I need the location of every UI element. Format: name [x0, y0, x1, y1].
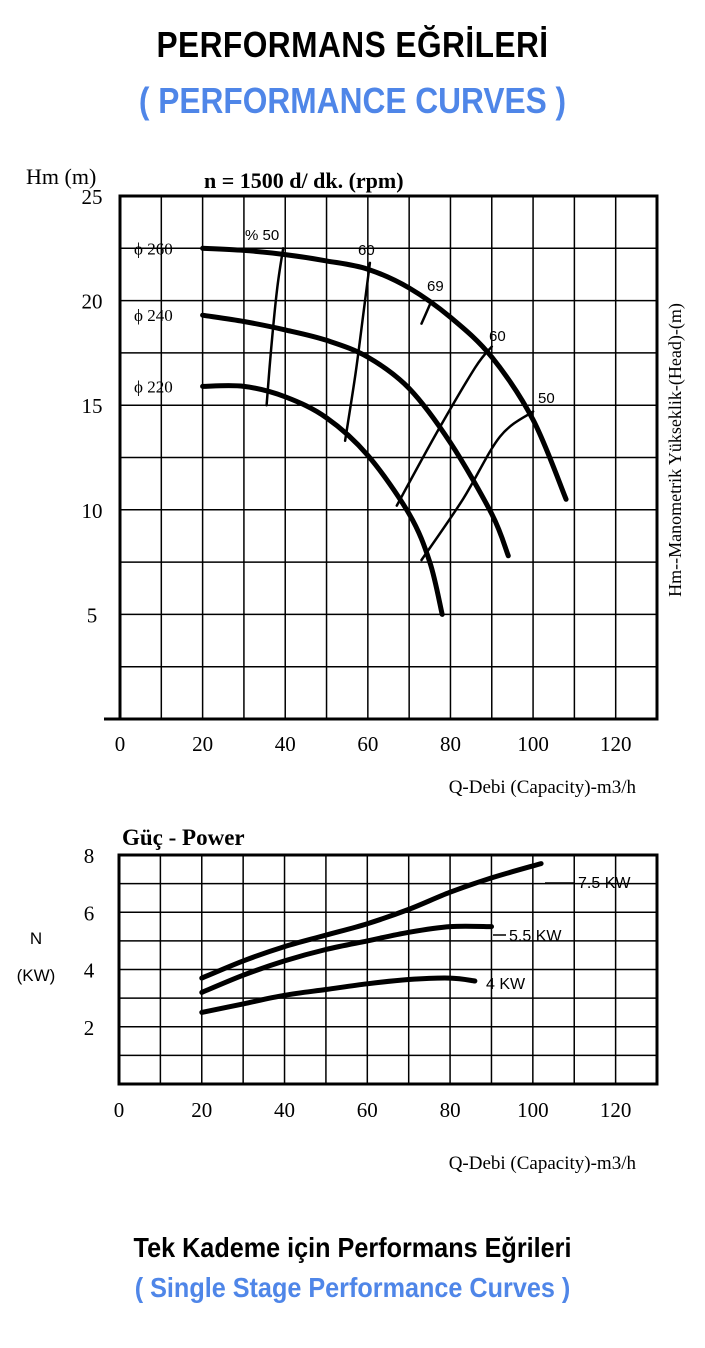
x-tick-label: 20 — [191, 1098, 212, 1122]
power-curve — [199, 975, 478, 1015]
x-tick-label: 0 — [114, 1098, 125, 1122]
y-axis-label-right: Hm--Manometrik Yükseklik-(Head)-(m) — [665, 303, 686, 597]
x-tick-label: 40 — [275, 732, 296, 756]
x-tick-label: 80 — [440, 732, 461, 756]
page-title: PERFORMANS EĞRİLERİ — [156, 24, 549, 65]
footer-caption-en: ( Single Stage Performance Curves ) — [134, 1272, 571, 1303]
efficiency-label: % 50 — [245, 227, 279, 244]
y-axis-label: N — [30, 929, 42, 948]
efficiency-curve — [420, 410, 535, 562]
series-label: ϕ 240 — [134, 306, 173, 325]
efficiency-label: 69 — [427, 278, 444, 295]
plot-frame — [117, 853, 659, 1086]
y-axis-unit: (KW) — [17, 966, 56, 985]
efficiency-label: 60 — [489, 328, 506, 345]
y-tick-label: 5 — [87, 603, 98, 627]
y-tick-label: 25 — [82, 185, 103, 209]
y-tick-label: 4 — [84, 959, 95, 983]
x-tick-label: 80 — [440, 1098, 461, 1122]
x-tick-label: 60 — [357, 732, 378, 756]
efficiency-label: 50 — [538, 390, 555, 407]
y-tick-label: 15 — [82, 394, 103, 418]
impeller-curve — [200, 245, 569, 502]
x-axis-label: Q-Debi (Capacity)-m3/h — [449, 1153, 637, 1174]
efficiency-label: 60 — [358, 242, 375, 259]
y-axis-label: Hm (m) — [26, 164, 96, 189]
x-axis-label: Q-Debi (Capacity)-m3/h — [449, 777, 637, 798]
power-curve — [199, 861, 544, 981]
y-tick-label: 6 — [84, 901, 95, 925]
y-tick-label: 2 — [84, 1016, 95, 1040]
x-tick-label: 100 — [517, 732, 549, 756]
plot-frame — [118, 194, 659, 721]
x-tick-label: 120 — [600, 1098, 632, 1122]
series-label: 4 KW — [486, 976, 526, 993]
chart-title: n = 1500 d/ dk. (rpm) — [204, 168, 404, 193]
power-curve — [199, 923, 494, 995]
x-tick-label: 20 — [192, 732, 213, 756]
series-label: ϕ 220 — [134, 377, 173, 396]
footer-caption: Tek Kademe için Performans Eğrileri — [133, 1232, 572, 1263]
series-label: 7.5 KW — [578, 875, 631, 892]
efficiency-curve — [265, 247, 285, 407]
efficiency-curve — [420, 303, 432, 325]
x-tick-label: 60 — [357, 1098, 378, 1122]
y-tick-label: 20 — [82, 290, 103, 314]
impeller-curve — [200, 312, 511, 559]
x-tick-label: 100 — [517, 1098, 549, 1122]
x-tick-label: 0 — [115, 732, 126, 756]
x-tick-label: 120 — [600, 732, 632, 756]
series-label: 5.5 KW — [509, 928, 562, 945]
impeller-curve — [200, 383, 445, 617]
efficiency-curve — [395, 345, 494, 507]
y-tick-label: 8 — [84, 844, 95, 868]
x-tick-label: 40 — [274, 1098, 295, 1122]
chart-title: Güç - Power — [122, 825, 245, 850]
page-subtitle: ( PERFORMANCE CURVES ) — [138, 80, 567, 121]
efficiency-curve — [343, 261, 372, 443]
y-tick-label: 10 — [82, 499, 103, 523]
series-label: ϕ 260 — [134, 239, 173, 258]
